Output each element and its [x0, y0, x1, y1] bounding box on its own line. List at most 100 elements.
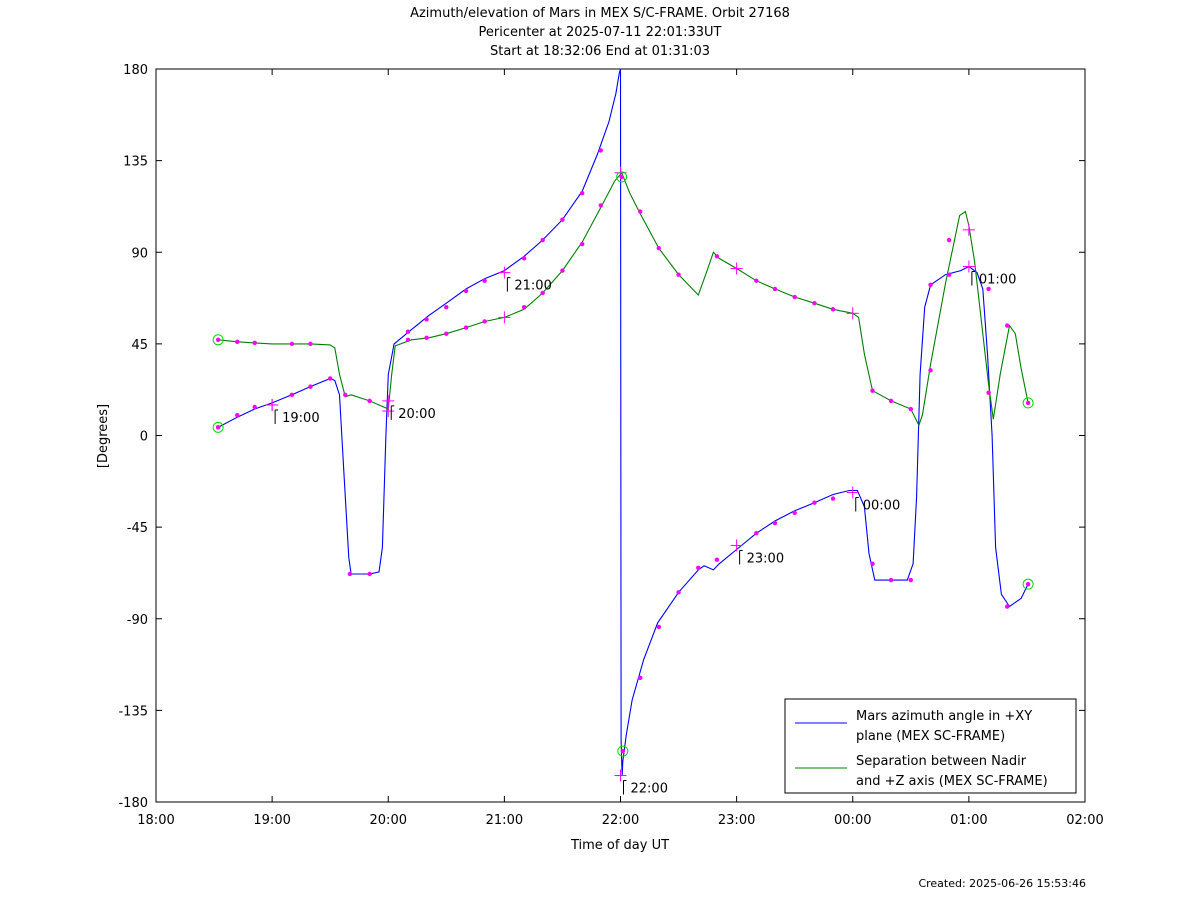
x-tick-label: 21:00 — [486, 813, 523, 828]
data-point-marker — [424, 335, 429, 340]
start-end-circle — [1022, 397, 1034, 409]
hour-crosshair-marker — [382, 394, 395, 407]
legend-box — [784, 698, 1077, 794]
hour-annotation-label: 00:00 — [863, 499, 900, 514]
hour-annotation-label: 01:00 — [979, 273, 1016, 288]
y-axis-label: [Degrees] — [96, 404, 111, 468]
hour-crosshair-marker — [266, 398, 279, 411]
data-point-marker — [830, 496, 836, 501]
data-point-marker — [347, 571, 353, 577]
data-point-marker — [772, 286, 778, 292]
data-point-marker — [308, 384, 313, 389]
data-point-marker — [598, 148, 603, 153]
chart-title: Azimuth/elevation of Mars in MEX S/C-FRA… — [410, 6, 790, 21]
x-tick-label: 23:00 — [718, 813, 755, 828]
start-end-dot — [619, 174, 624, 180]
hour-annotation-label: 20:00 — [398, 407, 435, 422]
hour-annotation-label: 23:00 — [747, 551, 784, 566]
data-point-marker — [714, 557, 720, 562]
data-point-marker — [579, 241, 585, 247]
start-end-circle — [617, 745, 629, 757]
hour-crosshair-marker — [498, 266, 511, 279]
data-point-marker — [405, 337, 411, 343]
series-line-azimuth — [217, 68, 1029, 776]
legend-label-azimuth-line2: plane (MEX SC-FRAME) — [856, 729, 1005, 744]
hour-crosshair-marker — [614, 769, 627, 782]
data-point-marker — [676, 272, 681, 277]
data-point-marker — [792, 510, 797, 516]
y-tick-label: -135 — [118, 704, 148, 719]
hour-crosshair-marker — [730, 539, 743, 552]
data-point-marker — [676, 590, 681, 595]
start-end-dot — [1025, 581, 1031, 587]
hour-crosshair-marker — [846, 307, 859, 320]
legend: Mars azimuth angle in +XY plane (MEX SC-… — [784, 698, 1077, 794]
start-end-dot — [620, 748, 626, 754]
start-end-circle — [212, 334, 224, 346]
data-point-marker — [463, 288, 469, 294]
chart-subtitle-start-end: Start at 18:32:06 End at 01:31:03 — [489, 44, 711, 59]
data-point-marker — [598, 203, 603, 208]
hour-crosshair-marker — [962, 223, 975, 236]
data-point-marker — [638, 675, 643, 680]
data-point-marker — [235, 339, 240, 345]
data-point-marker — [289, 341, 295, 347]
data-point-marker — [714, 254, 720, 259]
data-point-marker — [463, 325, 469, 330]
markers — [212, 148, 1034, 782]
data-point-marker — [560, 268, 565, 273]
data-point-marker — [521, 256, 527, 261]
data-point-marker — [343, 392, 348, 397]
data-point-marker — [638, 209, 643, 214]
y-tick-label: 45 — [131, 338, 148, 353]
data-point-marker — [521, 305, 527, 310]
data-point-marker — [812, 300, 817, 306]
data-point-marker — [367, 398, 372, 404]
data-point-marker — [444, 305, 449, 310]
data-point-marker — [424, 317, 429, 322]
hour-annotation-label: 21:00 — [514, 279, 551, 294]
x-axis-label: Time of day UT — [570, 838, 669, 853]
data-point-marker — [908, 406, 914, 412]
data-point-marker — [308, 341, 313, 347]
data-point-marker — [656, 245, 662, 251]
data-point-marker — [696, 565, 701, 571]
data-point-marker — [252, 340, 257, 346]
data-point-marker — [540, 290, 545, 296]
start-end-dot — [215, 337, 221, 343]
x-tick-label: 00:00 — [834, 813, 871, 828]
x-tick-label: 19:00 — [253, 813, 290, 828]
x-tick-label: 18:00 — [137, 813, 174, 828]
data-point-marker — [367, 571, 372, 577]
hour-crosshair-marker — [730, 262, 743, 275]
hour-crosshair-marker — [962, 260, 975, 273]
start-end-circle — [1022, 578, 1034, 590]
legend-label-separation-line1: Separation between Nadir — [856, 754, 1027, 769]
data-point-marker — [540, 237, 545, 243]
data-point-marker — [482, 278, 487, 283]
data-point-marker — [289, 392, 295, 397]
data-point-marker — [772, 520, 778, 526]
series-lines — [217, 68, 1029, 776]
data-point-marker — [888, 398, 894, 404]
data-point-marker — [560, 217, 565, 222]
data-point-marker — [252, 404, 257, 410]
y-tick-label: -180 — [118, 796, 148, 811]
data-point-marker — [928, 282, 933, 288]
y-tick-label: 90 — [131, 246, 148, 261]
data-point-marker — [870, 561, 875, 566]
y-tick-label: -45 — [127, 521, 148, 536]
start-end-circle — [212, 421, 224, 433]
data-point-marker — [579, 191, 585, 196]
data-point-marker — [946, 272, 952, 277]
hour-crosshair-marker — [846, 486, 859, 499]
data-point-marker — [986, 390, 991, 395]
hour-crosshair-marker — [382, 405, 395, 418]
series-line-separation — [218, 171, 1029, 427]
created-timestamp: Created: 2025-06-26 15:53:46 — [918, 877, 1086, 890]
legend-label-azimuth-line1: Mars azimuth angle in +XY — [856, 709, 1032, 724]
data-point-marker — [908, 577, 914, 583]
data-point-marker — [754, 531, 759, 536]
data-point-marker — [1004, 323, 1010, 328]
data-point-marker — [792, 294, 797, 300]
